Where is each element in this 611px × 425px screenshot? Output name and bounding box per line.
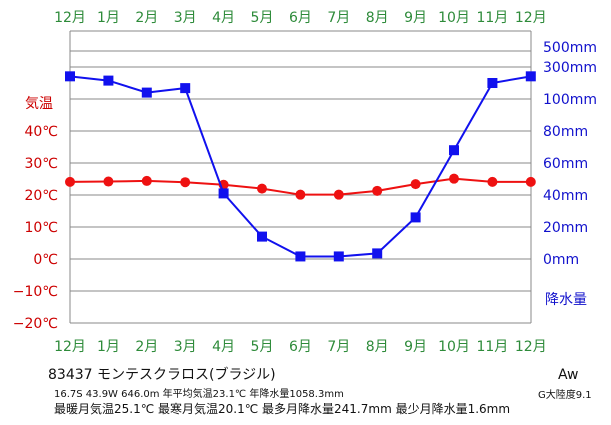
month-label-top: 10月: [438, 10, 470, 26]
grid-lines: [69, 30, 532, 324]
precipitation-point: [65, 71, 75, 82]
temperature-tick-label: −20℃: [13, 316, 58, 332]
month-label-bottom: 1月: [97, 339, 120, 355]
temperature-point: [141, 175, 152, 186]
precipitation-point: [410, 212, 421, 223]
precipitation-point: [449, 145, 459, 156]
month-label-top: 4月: [212, 10, 235, 26]
precipitation-point: [257, 231, 267, 242]
precipitation-tick-label: 20mm: [543, 220, 588, 236]
month-label-bottom: 11月: [476, 339, 508, 355]
month-label-top: 1月: [97, 10, 120, 26]
precipitation-tick-label: 60mm: [543, 156, 588, 172]
temperature-point: [449, 173, 459, 184]
temperature-point: [295, 189, 306, 200]
series-group: [65, 71, 536, 262]
month-label-bottom: 8月: [366, 339, 389, 355]
temperature-point: [103, 176, 114, 187]
month-label-top: 8月: [366, 10, 389, 26]
station-info-line1: 16.7S 43.9W 646.0m 年平均気温23.1℃ 年降水量1058.3…: [54, 387, 344, 400]
station-info-line2: 最暖月気温25.1℃ 最寒月気温20.1℃ 最多月降水量241.7mm 最少月降…: [54, 401, 510, 416]
precipitation-tick-label: 40mm: [543, 188, 588, 204]
precipitation-point: [103, 75, 114, 86]
precipitation-axis-ticks: 500mm 300mm 100mm 80mm 60mm 40mm 20mm 0mm: [543, 40, 597, 268]
precipitation-line: [69, 75, 531, 258]
temperature-tick-label: 30℃: [24, 156, 58, 172]
temperature-axis-label: 気温: [25, 96, 53, 112]
precipitation-axis-label: 降水量: [545, 292, 587, 308]
month-label-bottom: 5月: [251, 339, 274, 355]
month-label-top: 7月: [327, 10, 350, 26]
month-label-bottom: 6月: [289, 339, 312, 355]
precipitation-point: [295, 251, 306, 262]
month-label-bottom: 7月: [327, 339, 350, 355]
precipitation-point: [487, 78, 498, 88]
month-label-bottom: 3月: [174, 339, 197, 355]
month-label-bottom: 4月: [212, 339, 235, 355]
month-labels-bottom: 12月 1月 2月 3月 4月 5月 6月 7月 8月 9月 10月 11月 12月: [54, 339, 547, 355]
temperature-point: [180, 177, 191, 188]
temperature-tick-label: −10℃: [13, 284, 58, 300]
temperature-point: [372, 185, 383, 196]
precipitation-point: [218, 188, 229, 199]
month-label-bottom: 9月: [404, 339, 427, 355]
month-label-bottom: 12月: [54, 339, 86, 355]
precipitation-tick-label: 100mm: [543, 92, 597, 108]
month-label-top: 6月: [289, 10, 312, 26]
month-label-bottom: 2月: [135, 339, 158, 355]
month-label-top: 9月: [404, 10, 427, 26]
precipitation-tick-label: 0mm: [543, 252, 579, 268]
month-label-top: 2月: [135, 10, 158, 26]
precipitation-point: [141, 87, 152, 98]
region-label: G大陸度9.1: [538, 388, 592, 401]
temperature-point: [333, 189, 344, 200]
month-label-top: 12月: [515, 10, 547, 26]
month-label-top: 12月: [54, 10, 86, 26]
station-title: 83437 モンテスクラロス(ブラジル): [48, 366, 276, 383]
precipitation-point: [180, 83, 191, 94]
month-label-bottom: 12月: [515, 339, 547, 355]
temperature-point: [410, 179, 421, 190]
precipitation-point: [372, 248, 383, 259]
month-label-top: 11月: [476, 10, 508, 26]
precipitation-tick-label: 300mm: [543, 60, 597, 76]
month-label-top: 3月: [174, 10, 197, 26]
temperature-tick-label: 10℃: [24, 220, 58, 236]
temperature-tick-label: 0℃: [33, 252, 58, 268]
month-label-bottom: 10月: [438, 339, 470, 355]
precipitation-point: [333, 251, 344, 262]
precipitation-point: [525, 71, 536, 82]
temperature-tick-label: 20℃: [24, 188, 58, 204]
temperature-point: [65, 176, 75, 187]
temperature-point: [487, 176, 498, 187]
month-label-top: 5月: [251, 10, 274, 26]
precipitation-tick-label: 80mm: [543, 124, 588, 140]
temperature-axis-ticks: 40℃ 30℃ 20℃ 10℃ 0℃ −10℃ −20℃: [13, 124, 58, 332]
climate-code: Aw: [558, 367, 578, 383]
temperature-point: [257, 183, 267, 194]
temperature-tick-label: 40℃: [24, 124, 58, 140]
precipitation-tick-label: 500mm: [543, 40, 597, 56]
month-labels-top: 12月 1月 2月 3月 4月 5月 6月 7月 8月 9月 10月 11月 12月: [54, 10, 547, 26]
temperature-point: [525, 176, 536, 187]
